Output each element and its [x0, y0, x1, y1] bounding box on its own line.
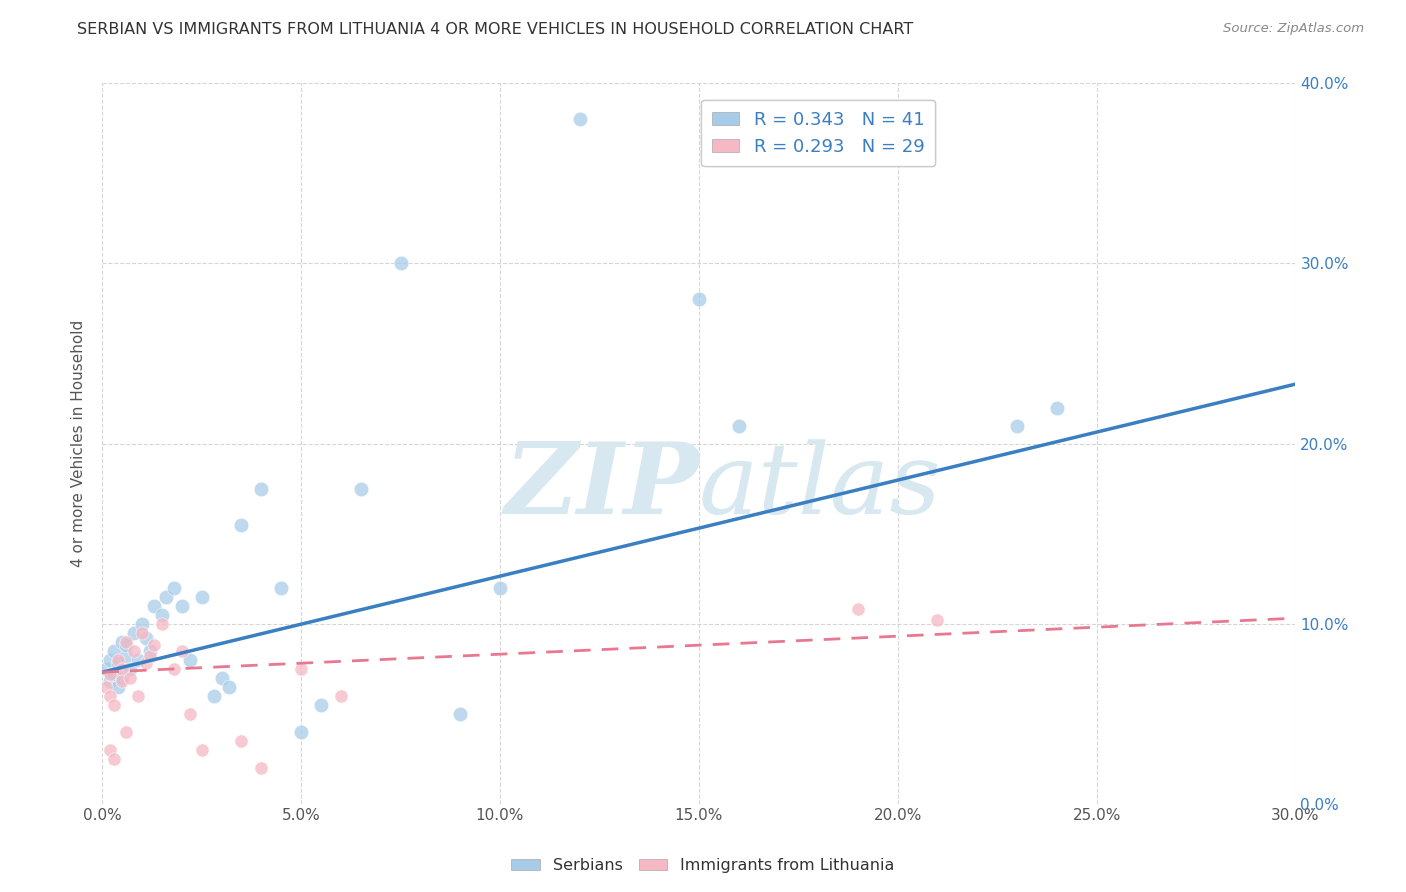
Point: [103, 751, 125, 765]
Point: [142, 638, 165, 652]
Point: [107, 652, 129, 666]
Point: [103, 667, 125, 681]
Point: [98, 667, 121, 681]
Point: [111, 671, 134, 685]
Point: [190, 742, 212, 756]
Text: SERBIAN VS IMMIGRANTS FROM LITHUANIA 4 OR MORE VEHICLES IN HOUSEHOLD CORRELATION: SERBIAN VS IMMIGRANTS FROM LITHUANIA 4 O…: [77, 22, 914, 37]
Point: [103, 643, 125, 657]
Point: [111, 634, 134, 648]
Point: [727, 418, 749, 433]
Point: [115, 648, 138, 663]
Point: [290, 724, 312, 739]
Point: [98, 689, 121, 703]
Point: [218, 680, 240, 694]
Point: [163, 662, 186, 676]
Point: [115, 634, 138, 648]
Point: [98, 652, 121, 666]
Point: [122, 643, 145, 657]
Point: [115, 638, 138, 652]
Point: [568, 112, 591, 127]
Point: [111, 662, 134, 676]
Point: [1046, 401, 1069, 415]
Point: [170, 599, 193, 613]
Point: [150, 607, 173, 622]
Point: [489, 581, 512, 595]
Point: [118, 662, 141, 676]
Legend: R = 0.343   N = 41, R = 0.293   N = 29: R = 0.343 N = 41, R = 0.293 N = 29: [702, 100, 935, 167]
Point: [127, 652, 149, 666]
Point: [250, 761, 273, 775]
Point: [179, 706, 201, 721]
Point: [122, 625, 145, 640]
Text: Source: ZipAtlas.com: Source: ZipAtlas.com: [1223, 22, 1364, 36]
Point: [179, 652, 201, 666]
Point: [190, 590, 212, 604]
Point: [135, 631, 157, 645]
Point: [270, 581, 292, 595]
Point: [96, 662, 118, 676]
Point: [163, 581, 186, 595]
Point: [309, 698, 332, 712]
Point: [290, 662, 312, 676]
Point: [98, 742, 121, 756]
Point: [111, 674, 134, 689]
Point: [139, 648, 162, 663]
Point: [107, 680, 129, 694]
Point: [135, 656, 157, 670]
Point: [96, 680, 118, 694]
Point: [231, 517, 253, 532]
Text: atlas: atlas: [699, 439, 942, 534]
Point: [170, 643, 193, 657]
Text: ZIP: ZIP: [503, 439, 699, 535]
Point: [127, 689, 149, 703]
Point: [202, 689, 225, 703]
Point: [131, 616, 153, 631]
Point: [329, 689, 352, 703]
Point: [98, 674, 121, 689]
Point: [142, 599, 165, 613]
Point: [131, 625, 153, 640]
Point: [231, 733, 253, 747]
Point: [103, 698, 125, 712]
Point: [389, 256, 412, 270]
Point: [250, 482, 273, 496]
Point: [139, 643, 162, 657]
Point: [846, 602, 869, 616]
Point: [118, 671, 141, 685]
Point: [927, 613, 949, 627]
Legend: Serbians, Immigrants from Lithuania: Serbians, Immigrants from Lithuania: [505, 852, 901, 880]
Point: [150, 616, 173, 631]
Point: [688, 293, 710, 307]
Point: [155, 590, 177, 604]
Point: [449, 706, 471, 721]
Y-axis label: 4 or more Vehicles in Household: 4 or more Vehicles in Household: [72, 320, 86, 567]
Point: [211, 671, 233, 685]
Point: [350, 482, 373, 496]
Point: [107, 656, 129, 670]
Point: [115, 724, 138, 739]
Point: [1005, 418, 1028, 433]
